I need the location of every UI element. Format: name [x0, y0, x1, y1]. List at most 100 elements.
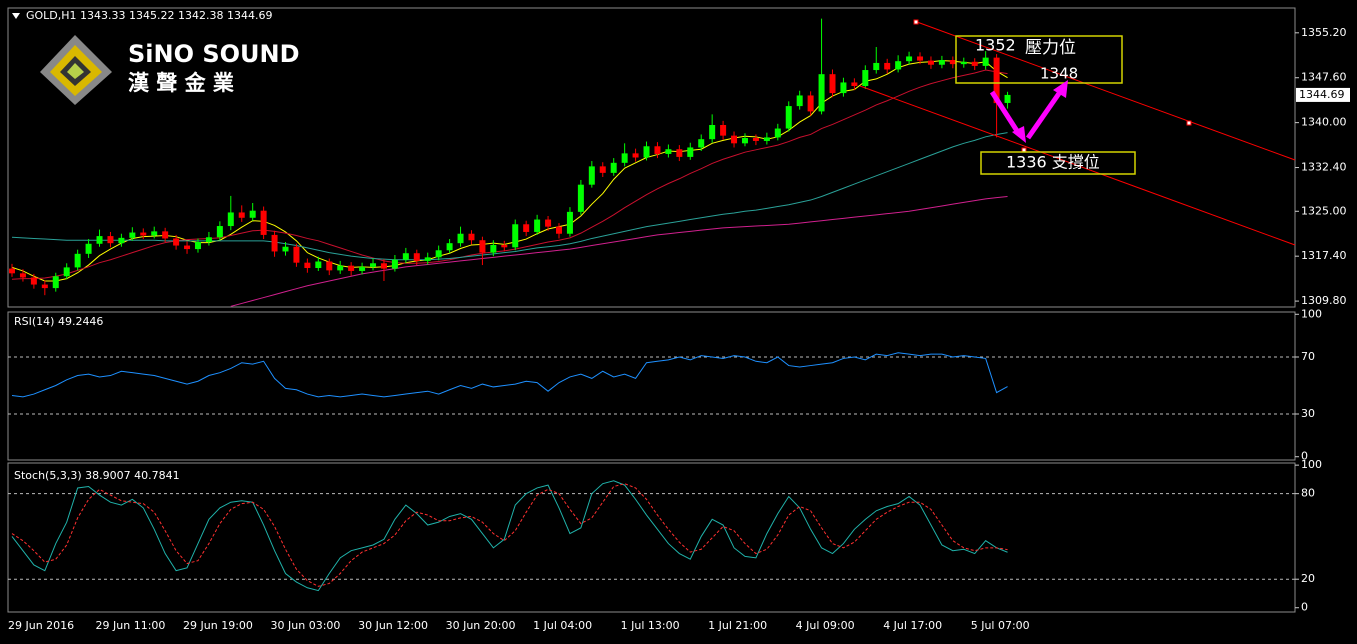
- candle-body: [665, 149, 672, 154]
- candle-body: [304, 262, 311, 268]
- y-tick-label: 0: [1301, 601, 1308, 614]
- last-price-box: [1296, 87, 1350, 102]
- candle-body: [490, 244, 497, 253]
- candle-body: [85, 243, 92, 254]
- candle-body: [271, 234, 278, 252]
- candle-body: [435, 250, 442, 258]
- candle-body: [720, 125, 727, 136]
- arrow-head: [1053, 80, 1068, 98]
- candle-body: [359, 266, 366, 271]
- candle-body: [731, 135, 738, 144]
- x-tick-label: 4 Jul 17:00: [883, 619, 942, 632]
- candle-body: [1004, 94, 1011, 103]
- x-tick-label: 1 Jul 04:00: [533, 619, 592, 632]
- candle-body: [949, 60, 956, 65]
- resistance-trendline: [916, 21, 1296, 161]
- menu-arrow: [12, 13, 20, 19]
- logo: SiNO SOUND 漢 聲 金 業: [40, 35, 300, 105]
- y-tick-label: 30: [1301, 407, 1315, 420]
- candle-body: [41, 284, 48, 289]
- candle-body: [763, 137, 770, 141]
- y-tick-label: 1317.40: [1301, 249, 1347, 262]
- candle-body: [337, 265, 344, 271]
- candle-body: [906, 56, 913, 62]
- candle-body: [107, 236, 114, 244]
- candle-body: [260, 210, 267, 235]
- candle-body: [676, 149, 683, 157]
- candle-body: [205, 237, 212, 242]
- candle-body: [282, 246, 289, 252]
- x-tick-label: 5 Jul 07:00: [971, 619, 1030, 632]
- candle-body: [413, 253, 420, 261]
- candle-body: [534, 219, 541, 232]
- candle-body: [687, 147, 694, 157]
- annotation: 1336 支撐位: [1006, 153, 1100, 172]
- candle-body: [9, 268, 15, 274]
- candle-body: [884, 62, 891, 70]
- candle-body: [840, 82, 847, 94]
- candle-body: [184, 245, 191, 250]
- y-tick-label: 1347.60: [1301, 71, 1347, 84]
- panel-title: RSI(14) 49.2446: [14, 315, 103, 328]
- candle-body: [468, 233, 475, 241]
- candle-body: [545, 219, 552, 227]
- candle-body: [632, 153, 639, 158]
- candle-body: [818, 74, 825, 112]
- arrow-down: [989, 90, 1022, 136]
- annotation: 壓力位: [1025, 38, 1076, 58]
- candle-body: [895, 61, 902, 70]
- y-tick-label: 1332.40: [1301, 161, 1347, 174]
- candle-body: [216, 226, 223, 238]
- y-tick-label: 1325.00: [1301, 204, 1347, 217]
- candle-body: [380, 263, 387, 269]
- y-tick-label: 100: [1301, 458, 1322, 471]
- candle-body: [938, 60, 945, 65]
- candle-body: [19, 273, 26, 278]
- x-tick-label: 1 Jul 21:00: [708, 619, 767, 632]
- x-tick-label: 29 Jun 11:00: [96, 619, 166, 632]
- candle-body: [971, 61, 978, 66]
- logo-subtitle: 漢 聲 金 業: [128, 71, 235, 95]
- candle-body: [315, 261, 322, 268]
- candle-body: [52, 276, 59, 289]
- candle-body: [74, 253, 81, 268]
- candle-body: [927, 60, 934, 65]
- x-tick-label: 29 Jun 19:00: [183, 619, 253, 632]
- panel-frame: [7, 311, 1296, 461]
- candle-body: [862, 70, 869, 86]
- annotations: 1352 壓力位 1348 1336 支撐位: [859, 19, 1296, 246]
- candle-body: [63, 267, 70, 277]
- candle-body: [194, 242, 201, 250]
- candle-body: [741, 138, 748, 144]
- arrow-head: [1012, 126, 1026, 143]
- y-tick-label: 1340.00: [1301, 116, 1347, 129]
- last-price-label: 1344.69: [1299, 88, 1345, 101]
- candle-body: [523, 224, 530, 232]
- candle-body: [173, 238, 180, 246]
- candle-body: [249, 210, 256, 218]
- annotation: 1352: [975, 36, 1016, 55]
- series-line: [11, 483, 1008, 587]
- panel-title: Stoch(5,3,3) 38.9007 40.7841: [14, 469, 180, 482]
- candle-body: [796, 95, 803, 107]
- candle-body: [851, 82, 858, 86]
- panel-frame: [7, 462, 1296, 613]
- candle-body: [479, 240, 486, 253]
- candle-body: [151, 231, 158, 236]
- candle-body: [96, 236, 103, 244]
- candle-body: [873, 62, 880, 71]
- candle-body: [512, 224, 519, 248]
- y-tick-label: 70: [1301, 350, 1315, 363]
- candle-body: [30, 277, 37, 285]
- candle-body: [829, 74, 836, 94]
- candle-body: [588, 166, 595, 185]
- support-box: [980, 151, 1136, 175]
- x-tick-label: 30 Jun 12:00: [358, 619, 428, 632]
- candle-body: [348, 265, 355, 271]
- y-tick-label: 20: [1301, 572, 1315, 585]
- series-line: [11, 480, 1008, 592]
- candle-body: [227, 212, 234, 227]
- candle-body: [917, 56, 924, 61]
